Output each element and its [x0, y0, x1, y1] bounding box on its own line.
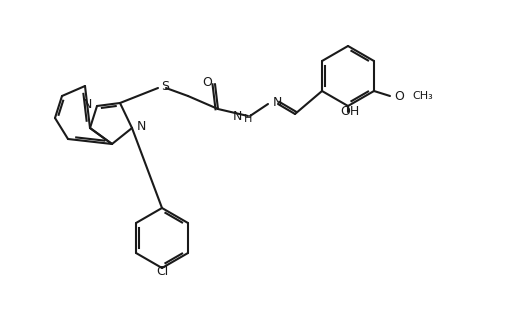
Text: CH₃: CH₃ [412, 91, 433, 101]
Text: O: O [394, 89, 404, 102]
Text: H: H [244, 114, 252, 124]
Text: OH: OH [340, 105, 359, 118]
Text: N: N [82, 98, 92, 111]
Text: N: N [273, 96, 283, 110]
Text: Cl: Cl [156, 265, 168, 278]
Text: N: N [137, 119, 146, 132]
Text: N: N [232, 110, 242, 123]
Text: S: S [161, 81, 169, 94]
Text: O: O [202, 76, 212, 89]
